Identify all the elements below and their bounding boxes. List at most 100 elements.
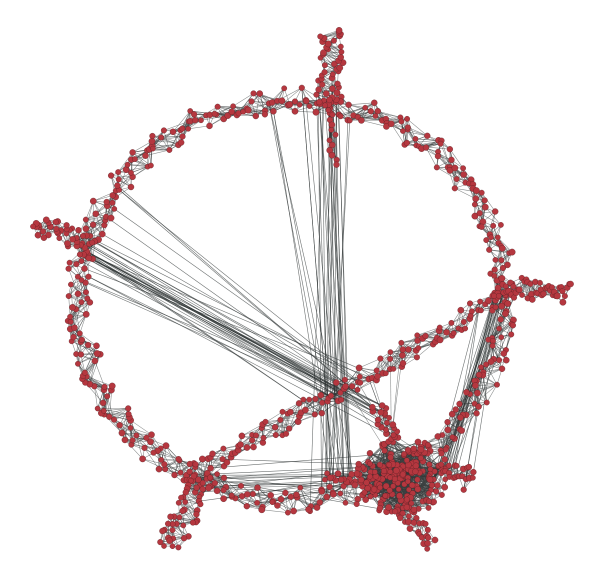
graph-node — [458, 427, 465, 434]
graph-edge — [300, 487, 322, 492]
graph-node — [306, 103, 313, 109]
graph-node — [318, 488, 326, 495]
graph-edge — [172, 110, 191, 132]
graph-node — [243, 503, 250, 510]
graph-node — [498, 222, 504, 228]
graph-edge — [82, 235, 358, 391]
graph-node — [93, 342, 100, 350]
graph-edge — [109, 408, 129, 418]
graph-node — [453, 176, 460, 183]
graph-node — [206, 122, 213, 130]
graph-node — [68, 281, 74, 288]
graph-edge — [70, 284, 73, 308]
graph-edge — [486, 239, 510, 254]
graph-edge — [72, 292, 87, 308]
graph-edge — [294, 111, 317, 113]
graph-node — [474, 389, 481, 397]
graph-edge — [70, 321, 83, 341]
graph-node — [305, 506, 312, 513]
graph-edge — [86, 251, 383, 406]
graph-edge — [86, 235, 370, 380]
graph-edge — [145, 149, 170, 156]
graph-edge — [118, 166, 148, 173]
graph-node — [291, 98, 299, 105]
graph-node — [122, 166, 130, 173]
graph-node — [495, 234, 501, 241]
graph-node — [487, 358, 495, 366]
graph-node — [387, 120, 395, 128]
graph-node — [160, 127, 167, 134]
graph-edges — [32, 30, 571, 549]
graph-node — [446, 146, 453, 153]
graph-node — [81, 369, 88, 376]
graph-node — [483, 399, 490, 406]
graph-edge — [158, 458, 179, 470]
graph-edge — [85, 282, 374, 412]
graph-node — [337, 490, 344, 497]
graph-node — [78, 336, 85, 343]
graph-node — [494, 381, 500, 388]
graph-node — [162, 466, 169, 473]
graph-node — [342, 500, 349, 506]
graph-node — [249, 491, 256, 497]
graph-node — [500, 350, 508, 357]
graph-node — [404, 124, 411, 131]
graph-node — [108, 172, 115, 179]
graph-node — [303, 97, 310, 105]
graph-edge — [430, 301, 481, 490]
graph-edge — [343, 485, 357, 505]
graph-edge — [393, 342, 402, 369]
graph-node — [449, 434, 456, 441]
graph-node — [111, 416, 118, 423]
graph-node — [248, 98, 255, 105]
graph-node — [74, 290, 82, 298]
graph-edge — [485, 206, 502, 226]
graph-edge — [87, 253, 322, 414]
graph-node — [489, 342, 496, 349]
graph-node — [473, 410, 480, 417]
graph-node — [448, 156, 455, 164]
graph-node — [115, 176, 122, 183]
graph-edge — [446, 321, 464, 333]
graph-edge — [95, 213, 103, 235]
graph-node — [71, 324, 78, 332]
graph-edge — [485, 364, 498, 385]
graph-edge — [329, 107, 339, 474]
graph-edge — [361, 457, 391, 481]
graph-edge — [482, 221, 498, 238]
graph-edge — [449, 149, 464, 169]
graph-edge — [451, 311, 473, 324]
graph-node — [400, 128, 406, 134]
graph-node — [374, 107, 381, 115]
graph-edge — [151, 141, 182, 143]
graph-edge — [299, 412, 322, 417]
graph-node — [104, 393, 111, 400]
graph-edge — [188, 125, 210, 130]
graph-edge — [68, 268, 79, 294]
graph-node — [118, 429, 126, 437]
graph-node — [150, 145, 156, 152]
graph-node — [404, 116, 410, 122]
graph-edge — [86, 251, 339, 402]
graph-node — [161, 461, 168, 468]
graph-nodes — [30, 27, 574, 552]
graph-node — [330, 490, 337, 498]
graph-node — [129, 437, 136, 444]
graph-node — [437, 140, 444, 147]
graph-node — [111, 206, 118, 212]
graph-node — [347, 117, 353, 124]
graph-node — [147, 438, 154, 446]
graph-node — [475, 371, 483, 379]
graph-edge — [402, 335, 418, 350]
graph-edge — [152, 144, 179, 147]
graph-node — [171, 471, 178, 479]
graph-node — [504, 261, 511, 269]
graph-node — [456, 400, 463, 407]
graph-node — [498, 257, 505, 264]
graph-node — [127, 183, 135, 191]
graph-node — [139, 455, 146, 463]
graph-edge — [329, 119, 350, 480]
graph-edge — [390, 441, 419, 455]
graph-edge — [87, 256, 383, 406]
graph-node — [488, 234, 494, 241]
